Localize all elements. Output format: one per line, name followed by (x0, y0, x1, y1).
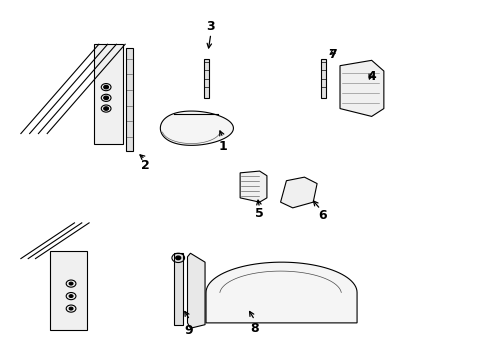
Text: 1: 1 (219, 140, 227, 153)
Polygon shape (125, 48, 133, 152)
Polygon shape (340, 60, 384, 116)
Circle shape (104, 96, 109, 100)
Text: 8: 8 (250, 322, 259, 335)
Polygon shape (281, 177, 317, 208)
Circle shape (104, 107, 109, 111)
Polygon shape (188, 253, 205, 328)
Text: 7: 7 (328, 49, 337, 62)
Polygon shape (50, 251, 87, 330)
Circle shape (69, 282, 73, 285)
Text: 9: 9 (185, 324, 193, 337)
Text: 4: 4 (368, 70, 376, 83)
Polygon shape (174, 253, 183, 325)
Text: 3: 3 (207, 20, 215, 33)
Circle shape (69, 295, 73, 297)
Circle shape (104, 85, 109, 89)
Polygon shape (203, 59, 209, 98)
Circle shape (69, 307, 73, 310)
Polygon shape (160, 111, 233, 145)
Polygon shape (240, 171, 267, 202)
Text: 5: 5 (255, 207, 264, 220)
Polygon shape (94, 44, 123, 144)
Polygon shape (320, 59, 326, 98)
Polygon shape (206, 262, 357, 323)
Circle shape (176, 256, 181, 260)
Text: 6: 6 (318, 209, 327, 222)
Text: 2: 2 (141, 159, 149, 172)
